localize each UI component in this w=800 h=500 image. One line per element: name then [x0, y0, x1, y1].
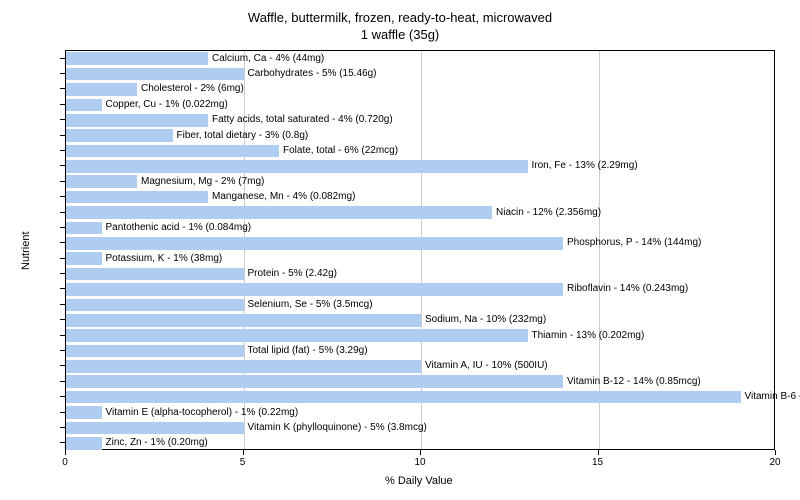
nutrient-bar-label: Phosphorus, P - 14% (144mg) — [567, 238, 701, 248]
gridline — [421, 51, 422, 449]
y-tick — [60, 242, 65, 243]
nutrient-bar-label: Fatty acids, total saturated - 4% (0.720… — [212, 115, 393, 125]
y-tick — [60, 150, 65, 151]
gridline — [244, 51, 245, 449]
nutrient-bar — [66, 329, 528, 342]
nutrient-bar-label: Selenium, Se - 5% (3.5mcg) — [248, 300, 373, 310]
y-tick — [60, 88, 65, 89]
nutrient-bar-label: Calcium, Ca - 4% (44mg) — [212, 54, 324, 64]
nutrient-bar — [66, 191, 208, 204]
x-tick — [243, 450, 244, 455]
nutrient-bar — [66, 129, 173, 142]
nutrient-bar-label: Vitamin A, IU - 10% (500IU) — [425, 361, 548, 371]
nutrient-bar-label: Magnesium, Mg - 2% (7mg) — [141, 177, 264, 187]
y-tick — [60, 212, 65, 213]
nutrient-bar-label: Vitamin B-12 - 14% (0.85mcg) — [567, 377, 701, 387]
nutrient-bar — [66, 437, 102, 450]
nutrient-bar — [66, 299, 244, 312]
y-tick — [60, 119, 65, 120]
nutrient-bar-label: Riboflavin - 14% (0.243mg) — [567, 284, 688, 294]
nutrient-bar — [66, 283, 563, 296]
nutrient-bar — [66, 237, 563, 250]
nutrient-bar-label: Copper, Cu - 1% (0.022mg) — [106, 100, 228, 110]
chart-title-line1: Waffle, buttermilk, frozen, ready-to-hea… — [0, 10, 800, 25]
nutrient-bar-label: Zinc, Zn - 1% (0.20mg) — [106, 438, 208, 448]
nutrient-bar — [66, 206, 492, 219]
y-tick — [60, 258, 65, 259]
y-tick — [60, 135, 65, 136]
x-tick-label: 10 — [414, 457, 425, 468]
nutrient-bar — [66, 268, 244, 281]
nutrient-bar — [66, 222, 102, 235]
nutrient-bar-label: Pantothenic acid - 1% (0.084mg) — [106, 223, 252, 233]
y-tick — [60, 365, 65, 366]
x-tick — [420, 450, 421, 455]
y-tick — [60, 58, 65, 59]
x-tick — [598, 450, 599, 455]
y-tick — [60, 181, 65, 182]
nutrient-bar-label: Carbohydrates - 5% (15.46g) — [248, 69, 377, 79]
nutrient-bar — [66, 375, 563, 388]
nutrient-bar-label: Niacin - 12% (2.356mg) — [496, 208, 601, 218]
y-tick — [60, 227, 65, 228]
nutrient-bar — [66, 252, 102, 265]
nutrient-bar — [66, 160, 528, 173]
y-tick — [60, 73, 65, 74]
y-tick — [60, 442, 65, 443]
nutrient-bar-label: Thiamin - 13% (0.202mg) — [532, 331, 645, 341]
nutrient-bar — [66, 52, 208, 65]
chart-title-line2: 1 waffle (35g) — [0, 27, 800, 42]
nutrient-bar-label: Fiber, total dietary - 3% (0.8g) — [177, 131, 309, 141]
y-tick — [60, 104, 65, 105]
y-tick — [60, 396, 65, 397]
x-tick-label: 0 — [62, 457, 68, 468]
nutrient-bar — [66, 360, 421, 373]
nutrient-bar-label: Potassium, K - 1% (38mg) — [106, 254, 223, 264]
nutrient-bar-label: Cholesterol - 2% (6mg) — [141, 84, 244, 94]
nutrient-bar — [66, 175, 137, 188]
nutrient-bar-label: Protein - 5% (2.42g) — [248, 269, 338, 279]
nutrient-bar — [66, 145, 279, 158]
y-tick — [60, 196, 65, 197]
y-tick — [60, 427, 65, 428]
y-tick — [60, 304, 65, 305]
plot-area: Calcium, Ca - 4% (44mg) Carbohydrates - 5… — [65, 50, 775, 450]
x-tick-label: 20 — [769, 457, 780, 468]
nutrient-bar-label: Vitamin E (alpha-tocopherol) - 1% (0.22m… — [106, 408, 299, 418]
nutrient-bar — [66, 68, 244, 81]
nutrient-bar-label: Vitamin B-6 - 19% (0.387mg) — [745, 392, 800, 402]
nutrient-bar — [66, 114, 208, 127]
nutrient-bar-label: Manganese, Mn - 4% (0.082mg) — [212, 192, 355, 202]
nutrient-bar — [66, 345, 244, 358]
y-tick — [60, 165, 65, 166]
x-tick-label: 15 — [592, 457, 603, 468]
y-tick — [60, 288, 65, 289]
nutrient-bar — [66, 99, 102, 112]
y-tick — [60, 273, 65, 274]
y-tick — [60, 319, 65, 320]
x-tick-label: 5 — [240, 457, 246, 468]
nutrient-bar-label: Sodium, Na - 10% (232mg) — [425, 315, 546, 325]
y-axis-label: Nutrient — [20, 231, 32, 270]
nutrient-bar — [66, 406, 102, 419]
nutrient-bar-label: Vitamin K (phylloquinone) - 5% (3.8mcg) — [248, 423, 427, 433]
x-tick — [65, 450, 66, 455]
nutrient-bar-label: Iron, Fe - 13% (2.29mg) — [532, 161, 638, 171]
nutrient-bar-label: Total lipid (fat) - 5% (3.29g) — [248, 346, 368, 356]
nutrient-bar — [66, 391, 741, 404]
y-tick — [60, 381, 65, 382]
nutrient-bar — [66, 83, 137, 96]
nutrient-bar — [66, 422, 244, 435]
y-tick — [60, 412, 65, 413]
y-tick — [60, 350, 65, 351]
x-tick — [775, 450, 776, 455]
gridline — [599, 51, 600, 449]
y-tick — [60, 335, 65, 336]
x-axis-label: % Daily Value — [385, 475, 453, 487]
nutrient-bar-label: Folate, total - 6% (22mcg) — [283, 146, 398, 156]
nutrient-bar — [66, 314, 421, 327]
